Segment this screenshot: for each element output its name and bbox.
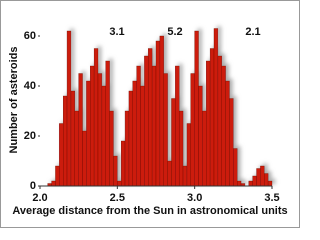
annotation: 5.2: [167, 26, 182, 38]
bar: [101, 85, 106, 187]
bar: [182, 165, 188, 187]
bar: [159, 35, 164, 187]
bar: [109, 110, 114, 187]
bar: [128, 90, 134, 187]
bar: [105, 60, 110, 187]
annotation: 2.1: [245, 26, 260, 38]
y-tick-label: 60: [24, 30, 36, 42]
bar: [155, 40, 161, 187]
bar: [59, 123, 64, 187]
bar: [260, 165, 265, 187]
bars: [47, 28, 273, 187]
bar: [248, 180, 253, 187]
bar: [209, 48, 215, 187]
bar: [198, 85, 203, 187]
x-tick-label: 3.0: [187, 192, 202, 204]
bar: [51, 180, 56, 187]
bar: [233, 148, 238, 187]
bar: [256, 168, 261, 187]
bar: [55, 165, 60, 187]
y-axis-title: Number of asteroids: [8, 47, 20, 154]
bar: [190, 73, 195, 187]
bar: [90, 65, 95, 187]
chart: 3.1 5.2 2.1 Average distance from the Su…: [0, 0, 300, 228]
y-tick-label: 20: [24, 130, 36, 142]
bar: [78, 73, 83, 187]
bar: [113, 155, 118, 187]
bar: [225, 80, 230, 187]
bar: [186, 123, 192, 187]
bar: [144, 55, 149, 187]
bar: [167, 160, 172, 187]
bar: [221, 65, 226, 187]
y-tick-label: 0: [30, 180, 36, 192]
bar: [117, 180, 122, 187]
bar: [252, 175, 257, 187]
bar: [140, 85, 145, 187]
bar: [124, 110, 130, 187]
bar: [148, 48, 153, 187]
bar: [63, 95, 68, 187]
x-tick-label: 2.5: [110, 192, 125, 204]
bar: [213, 28, 219, 187]
bar: [194, 30, 199, 187]
bar: [66, 30, 72, 187]
bar: [163, 73, 168, 187]
bar: [93, 48, 99, 187]
y-tick-label: 40: [24, 80, 36, 92]
x-tick-label: 3.5: [264, 192, 279, 204]
page: {"chart_data": { "type": "histogram", "x…: [0, 0, 300, 228]
bar: [82, 130, 87, 187]
bar: [264, 173, 269, 187]
bar: [229, 98, 234, 187]
bar: [70, 90, 76, 187]
x-tick-label: 2.0: [32, 192, 47, 204]
bar: [217, 55, 222, 187]
bar: [178, 110, 184, 187]
bar: [236, 180, 242, 187]
bar: [175, 65, 180, 187]
bar: [97, 73, 103, 187]
bar: [120, 140, 126, 187]
x-axis-title: Average distance from the Sun in astrono…: [12, 205, 287, 217]
bar: [202, 110, 207, 187]
bar: [86, 80, 91, 187]
bar: [132, 80, 137, 187]
bar: [151, 65, 157, 187]
bar: [171, 98, 176, 187]
bar: [267, 180, 273, 187]
bar: [206, 60, 211, 187]
annotation: 3.1: [109, 26, 124, 38]
bar: [74, 110, 79, 187]
bar: [136, 65, 141, 187]
